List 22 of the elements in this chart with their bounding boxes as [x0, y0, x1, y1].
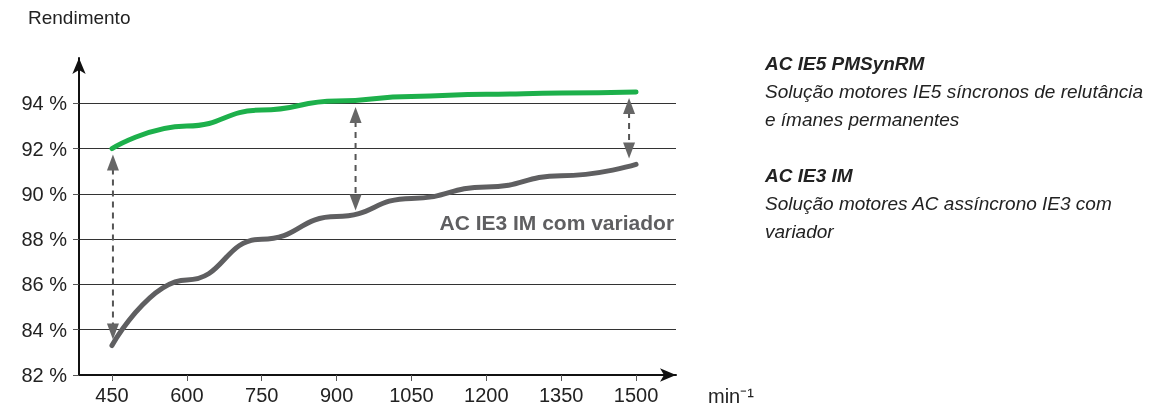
y-tick-label: 88 %	[21, 228, 68, 251]
y-tick-label: 82 %	[21, 364, 68, 386]
x-tick-label: 450	[95, 384, 129, 406]
x-tick-label: 750	[245, 384, 279, 406]
y-tick-label: 94 %	[21, 92, 68, 115]
y-axis-title: Rendimento	[28, 7, 131, 28]
x-tick-label: 900	[319, 384, 354, 406]
y-tick-label: 84 %	[21, 318, 68, 341]
x-tick-label: 1200	[464, 384, 509, 406]
text: AC IE3 IM	[765, 164, 854, 188]
x-tick-label: 1350	[538, 384, 584, 406]
x-tick-label: 600	[170, 384, 204, 406]
x-tick-label: 1500	[613, 384, 659, 406]
y-tick-label: 86 %	[21, 273, 68, 296]
text: Solução motores IE5 síncronos de relutância e ímanes permanentes	[765, 80, 1145, 132]
text: Solução motores AC assíncrono IE3 com variador	[765, 192, 1113, 244]
series-label: AC IE3 IM com variador	[439, 211, 675, 235]
y-tick-label: 92 %	[21, 137, 68, 160]
y-tick-label: 90 %	[21, 182, 68, 205]
text: AC IE5 PMSynRM	[765, 52, 926, 76]
x-axis-title: min⁻¹	[708, 385, 755, 407]
x-tick-label: 1050	[389, 384, 434, 406]
